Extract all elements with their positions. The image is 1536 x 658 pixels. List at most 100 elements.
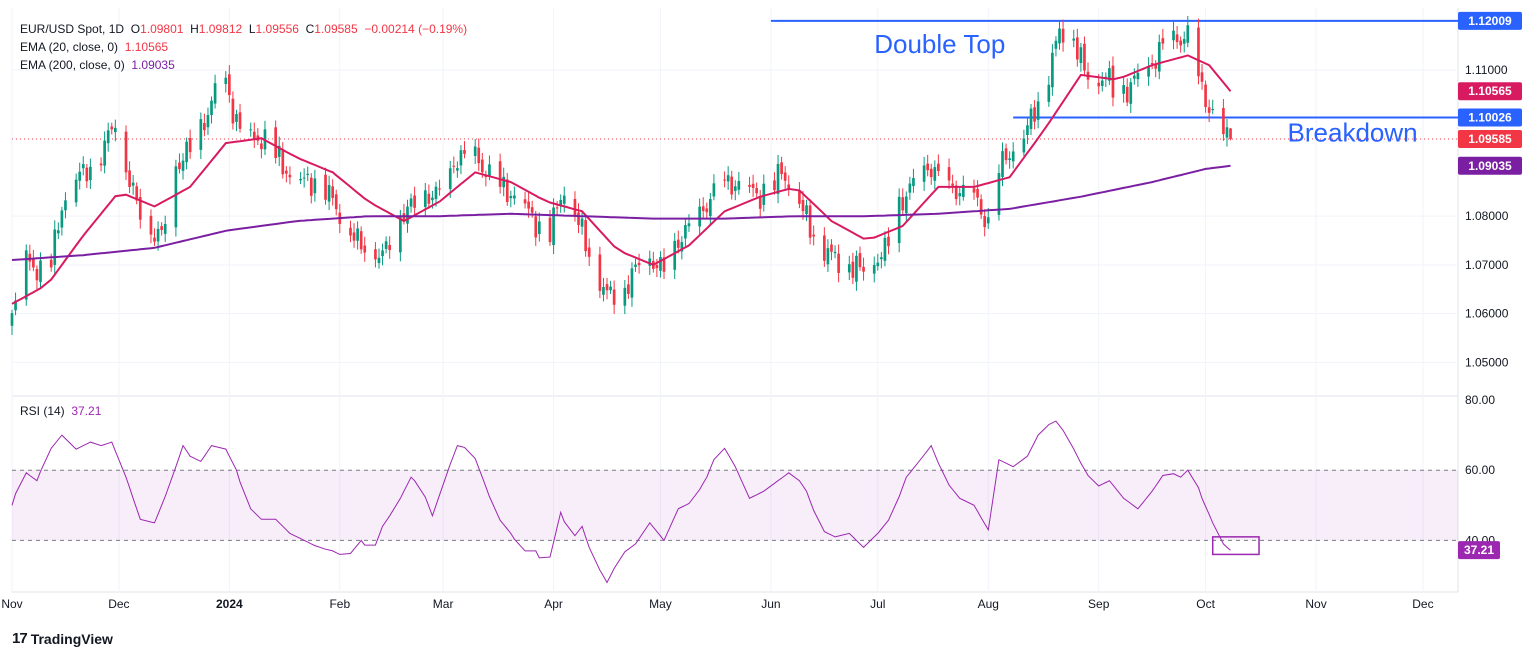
candle	[826, 239, 830, 272]
candle	[587, 238, 591, 266]
candle	[705, 202, 709, 219]
candle	[748, 176, 751, 193]
candle	[459, 145, 463, 175]
candle-body	[805, 205, 808, 214]
price-axis-ticks: 1.05000 1.06000 1.07000 1.08000 1.11000	[12, 63, 1509, 369]
candle-body	[826, 248, 830, 265]
candle-body	[1061, 28, 1065, 43]
candle-body	[185, 141, 188, 163]
candle	[1022, 129, 1026, 157]
candle	[224, 71, 228, 93]
candle	[1161, 28, 1165, 50]
candle-body	[448, 168, 452, 189]
candle-body	[224, 77, 228, 85]
candle	[206, 107, 210, 135]
candle	[872, 256, 876, 283]
candle-body	[958, 193, 962, 197]
candle	[174, 159, 178, 237]
time-label: Dec	[1412, 597, 1433, 611]
candle	[562, 186, 566, 213]
candle	[1008, 151, 1011, 169]
candle	[833, 245, 837, 259]
candle	[937, 154, 940, 176]
candle	[327, 175, 331, 211]
candle-body	[106, 130, 110, 144]
candle	[1058, 21, 1061, 50]
candle-body	[712, 183, 716, 197]
candle-body	[374, 249, 377, 260]
candle	[951, 174, 954, 194]
candle-body	[309, 177, 313, 196]
candle-body	[684, 225, 687, 239]
candle-body	[655, 265, 659, 269]
candle-body	[676, 239, 680, 248]
candle-body	[605, 284, 609, 291]
candle	[1136, 63, 1140, 87]
candle-body	[612, 289, 616, 305]
candle-body	[858, 253, 862, 268]
candle	[302, 168, 306, 188]
candle	[306, 166, 310, 182]
candle-body	[1147, 65, 1150, 77]
candle	[851, 252, 855, 285]
candle	[954, 180, 958, 206]
candle	[78, 162, 82, 190]
candle	[113, 119, 117, 142]
candle-body	[623, 287, 627, 306]
candle	[979, 194, 983, 219]
candle-body	[1157, 42, 1161, 72]
candle	[203, 113, 206, 137]
candle-body	[149, 215, 153, 235]
rsi-legend[interactable]: RSI (14) 37.21	[20, 404, 101, 418]
candle	[103, 131, 106, 174]
candle	[1036, 92, 1040, 129]
candle	[534, 210, 538, 246]
candle-body	[1047, 84, 1051, 102]
candle-body	[513, 195, 516, 199]
candle-body	[773, 180, 776, 191]
candle-body	[680, 242, 684, 252]
candle	[701, 197, 705, 219]
candle-body	[327, 184, 331, 202]
time-label: Oct	[1196, 597, 1215, 611]
candle	[64, 192, 67, 219]
candle	[452, 156, 456, 174]
candle	[908, 176, 912, 200]
candle-body	[274, 127, 277, 158]
candle	[509, 190, 513, 208]
price-tags: 1.12009 1.10565 1.10026 1.09585 1.09035	[1458, 11, 1522, 175]
candle-body	[947, 167, 951, 181]
ema20-legend[interactable]: EMA (20, close, 0) 1.10565	[20, 40, 168, 54]
candle	[149, 209, 153, 244]
candle-body	[235, 114, 238, 122]
candle	[1083, 36, 1086, 75]
candle	[352, 223, 356, 248]
candle	[188, 129, 192, 159]
candle-body	[787, 184, 791, 189]
symbol-label[interactable]: EUR/USD Spot, 1D	[20, 22, 125, 36]
ema200-legend[interactable]: EMA (200, close, 0) 1.09035	[20, 58, 175, 72]
candle	[858, 246, 862, 271]
candle-body	[748, 184, 751, 187]
candle	[609, 280, 612, 295]
price-tag	[1458, 156, 1522, 175]
candle	[1211, 99, 1215, 115]
candle-body	[762, 183, 766, 205]
candle-body	[356, 228, 359, 241]
candle	[473, 139, 477, 165]
candle	[1033, 100, 1036, 130]
candle-body	[1229, 128, 1232, 139]
candle-body	[609, 286, 612, 291]
candle-body	[726, 175, 730, 182]
candle	[10, 309, 14, 336]
candle	[1029, 103, 1033, 136]
candle-body	[1029, 108, 1033, 129]
candle	[409, 193, 413, 213]
candle	[862, 257, 865, 281]
candle	[277, 136, 281, 167]
candle	[847, 255, 851, 281]
candle-body	[552, 207, 555, 246]
tradingview-footer[interactable]: 17 TradingView	[12, 630, 113, 647]
